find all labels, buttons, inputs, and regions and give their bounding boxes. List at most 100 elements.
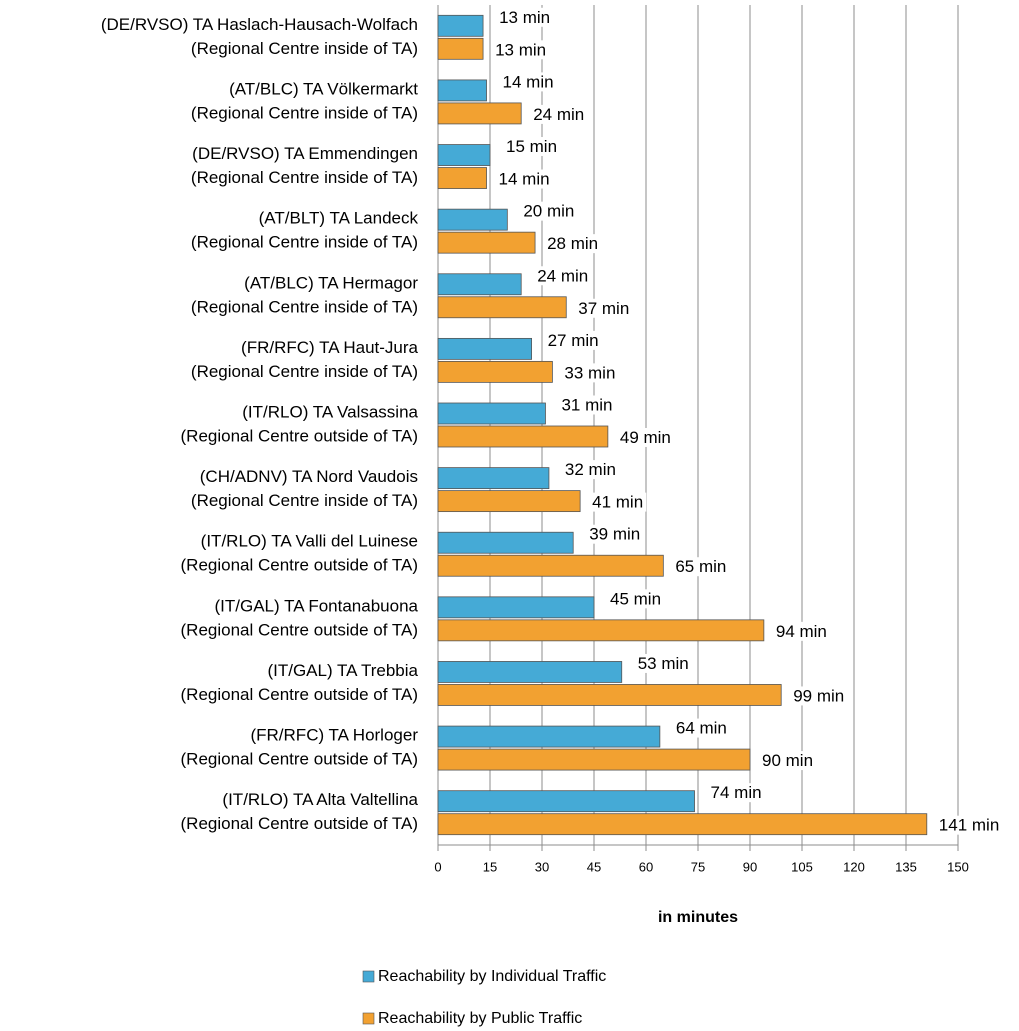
bar (437, 208, 508, 231)
x-tick-label: 150 (947, 859, 969, 874)
value-label: 99 min (793, 686, 844, 705)
bar (437, 813, 928, 836)
category-label: (FR/RFC) TA Horloger (250, 726, 418, 745)
value-label-bg (534, 266, 592, 286)
value-label: 14 min (499, 170, 550, 189)
category-label: (IT/GAL) TA Fontanabuona (215, 596, 419, 615)
value-label: 28 min (547, 234, 598, 253)
value-label-bg (520, 201, 578, 221)
category-label: (AT/BLC) TA Hermagor (244, 273, 418, 292)
category-label: (AT/BLC) TA Völkermarkt (229, 79, 418, 98)
bar (437, 467, 550, 490)
value-label-bg (634, 653, 692, 673)
value-label-bg (672, 557, 730, 577)
x-tick-label: 90 (743, 859, 757, 874)
bar (437, 273, 522, 296)
legend-swatch (362, 970, 375, 983)
category-label: (Regional Centre inside of TA) (191, 362, 418, 381)
category-label: (Regional Centre outside of TA) (181, 556, 419, 575)
legend-label: Reachability by Individual Traffic (378, 968, 606, 985)
category-label: (Regional Centre inside of TA) (191, 491, 418, 510)
value-label: 39 min (589, 525, 640, 544)
value-label: 14 min (503, 72, 554, 91)
x-tick-label: 30 (535, 859, 549, 874)
value-label: 53 min (638, 654, 689, 673)
category-label: (Regional Centre outside of TA) (181, 814, 419, 833)
category-label: (Regional Centre outside of TA) (181, 620, 419, 639)
bar (437, 531, 574, 554)
value-label: 13 min (495, 40, 546, 59)
value-label: 64 min (676, 719, 727, 738)
x-tick-label: 105 (791, 859, 813, 874)
value-label: 33 min (564, 363, 615, 382)
bar (437, 790, 695, 813)
value-label-bg (503, 137, 561, 157)
category-label: (CH/ADNV) TA Nord Vaudois (200, 467, 418, 486)
x-axis-title: in minutes (658, 909, 738, 926)
value-label-bg (935, 815, 1003, 835)
category-label: (Regional Centre outside of TA) (181, 685, 419, 704)
value-label-bg (707, 783, 765, 803)
value-label: 27 min (548, 331, 599, 350)
category-label: (Regional Centre inside of TA) (191, 168, 418, 187)
bar (437, 144, 491, 166)
bar (437, 296, 567, 319)
value-label: 65 min (675, 557, 726, 576)
value-label: 45 min (610, 589, 661, 608)
category-label: (IT/GAL) TA Trebbia (267, 661, 418, 680)
category-label: (Regional Centre outside of TA) (181, 750, 419, 769)
x-tick-label: 60 (639, 859, 653, 874)
bar (437, 619, 765, 642)
value-label-bg (616, 427, 674, 447)
category-label: (DE/RVSO) TA Haslach-Hausach-Wolfach (101, 15, 418, 34)
bar (437, 102, 522, 125)
category-label: (IT/RLO) TA Valli del Luinese (201, 532, 418, 551)
legend-swatch (362, 1012, 375, 1025)
value-label: 15 min (506, 137, 557, 156)
bar (437, 14, 484, 37)
value-label: 20 min (523, 202, 574, 221)
value-label-bg (575, 298, 633, 318)
value-label: 41 min (592, 493, 643, 512)
value-label-bg (589, 492, 647, 512)
category-label: (Regional Centre inside of TA) (191, 233, 418, 252)
category-label: (Regional Centre outside of TA) (181, 426, 419, 445)
value-label: 24 min (533, 105, 584, 124)
category-label: (Regional Centre inside of TA) (191, 103, 418, 122)
value-label-bg (586, 524, 644, 544)
bar (437, 725, 661, 748)
value-label-bg (672, 718, 730, 738)
value-label-bg (530, 104, 588, 124)
value-label: 24 min (537, 266, 588, 285)
value-label-bg (759, 751, 817, 771)
value-label-bg (772, 621, 830, 641)
bar (437, 425, 609, 448)
bar (437, 79, 487, 102)
category-label: (IT/RLO) TA Valsassina (242, 402, 418, 421)
bar (437, 337, 532, 360)
value-label-bg (607, 589, 665, 609)
bar (437, 402, 546, 425)
x-tick-label: 15 (483, 859, 497, 874)
bar (437, 661, 623, 683)
bar (437, 37, 484, 60)
value-label-bg (561, 460, 619, 480)
bar (437, 554, 664, 577)
x-tick-label: 0 (434, 859, 441, 874)
value-label: 90 min (762, 751, 813, 770)
category-label: (DE/RVSO) TA Emmendingen (192, 144, 418, 163)
value-label-bg (492, 40, 550, 60)
bar (437, 748, 751, 771)
value-label-bg (495, 169, 553, 189)
value-label-bg (544, 234, 602, 254)
legend-label: Reachability by Public Traffic (378, 1010, 582, 1027)
bar (437, 167, 487, 189)
category-label: (Regional Centre inside of TA) (191, 297, 418, 316)
x-tick-label: 120 (843, 859, 865, 874)
value-label: 74 min (711, 783, 762, 802)
category-label: (AT/BLT) TA Landeck (259, 209, 419, 228)
value-label-bg (558, 395, 616, 415)
category-label: (FR/RFC) TA Haut-Jura (241, 338, 418, 357)
value-label: 32 min (565, 460, 616, 479)
